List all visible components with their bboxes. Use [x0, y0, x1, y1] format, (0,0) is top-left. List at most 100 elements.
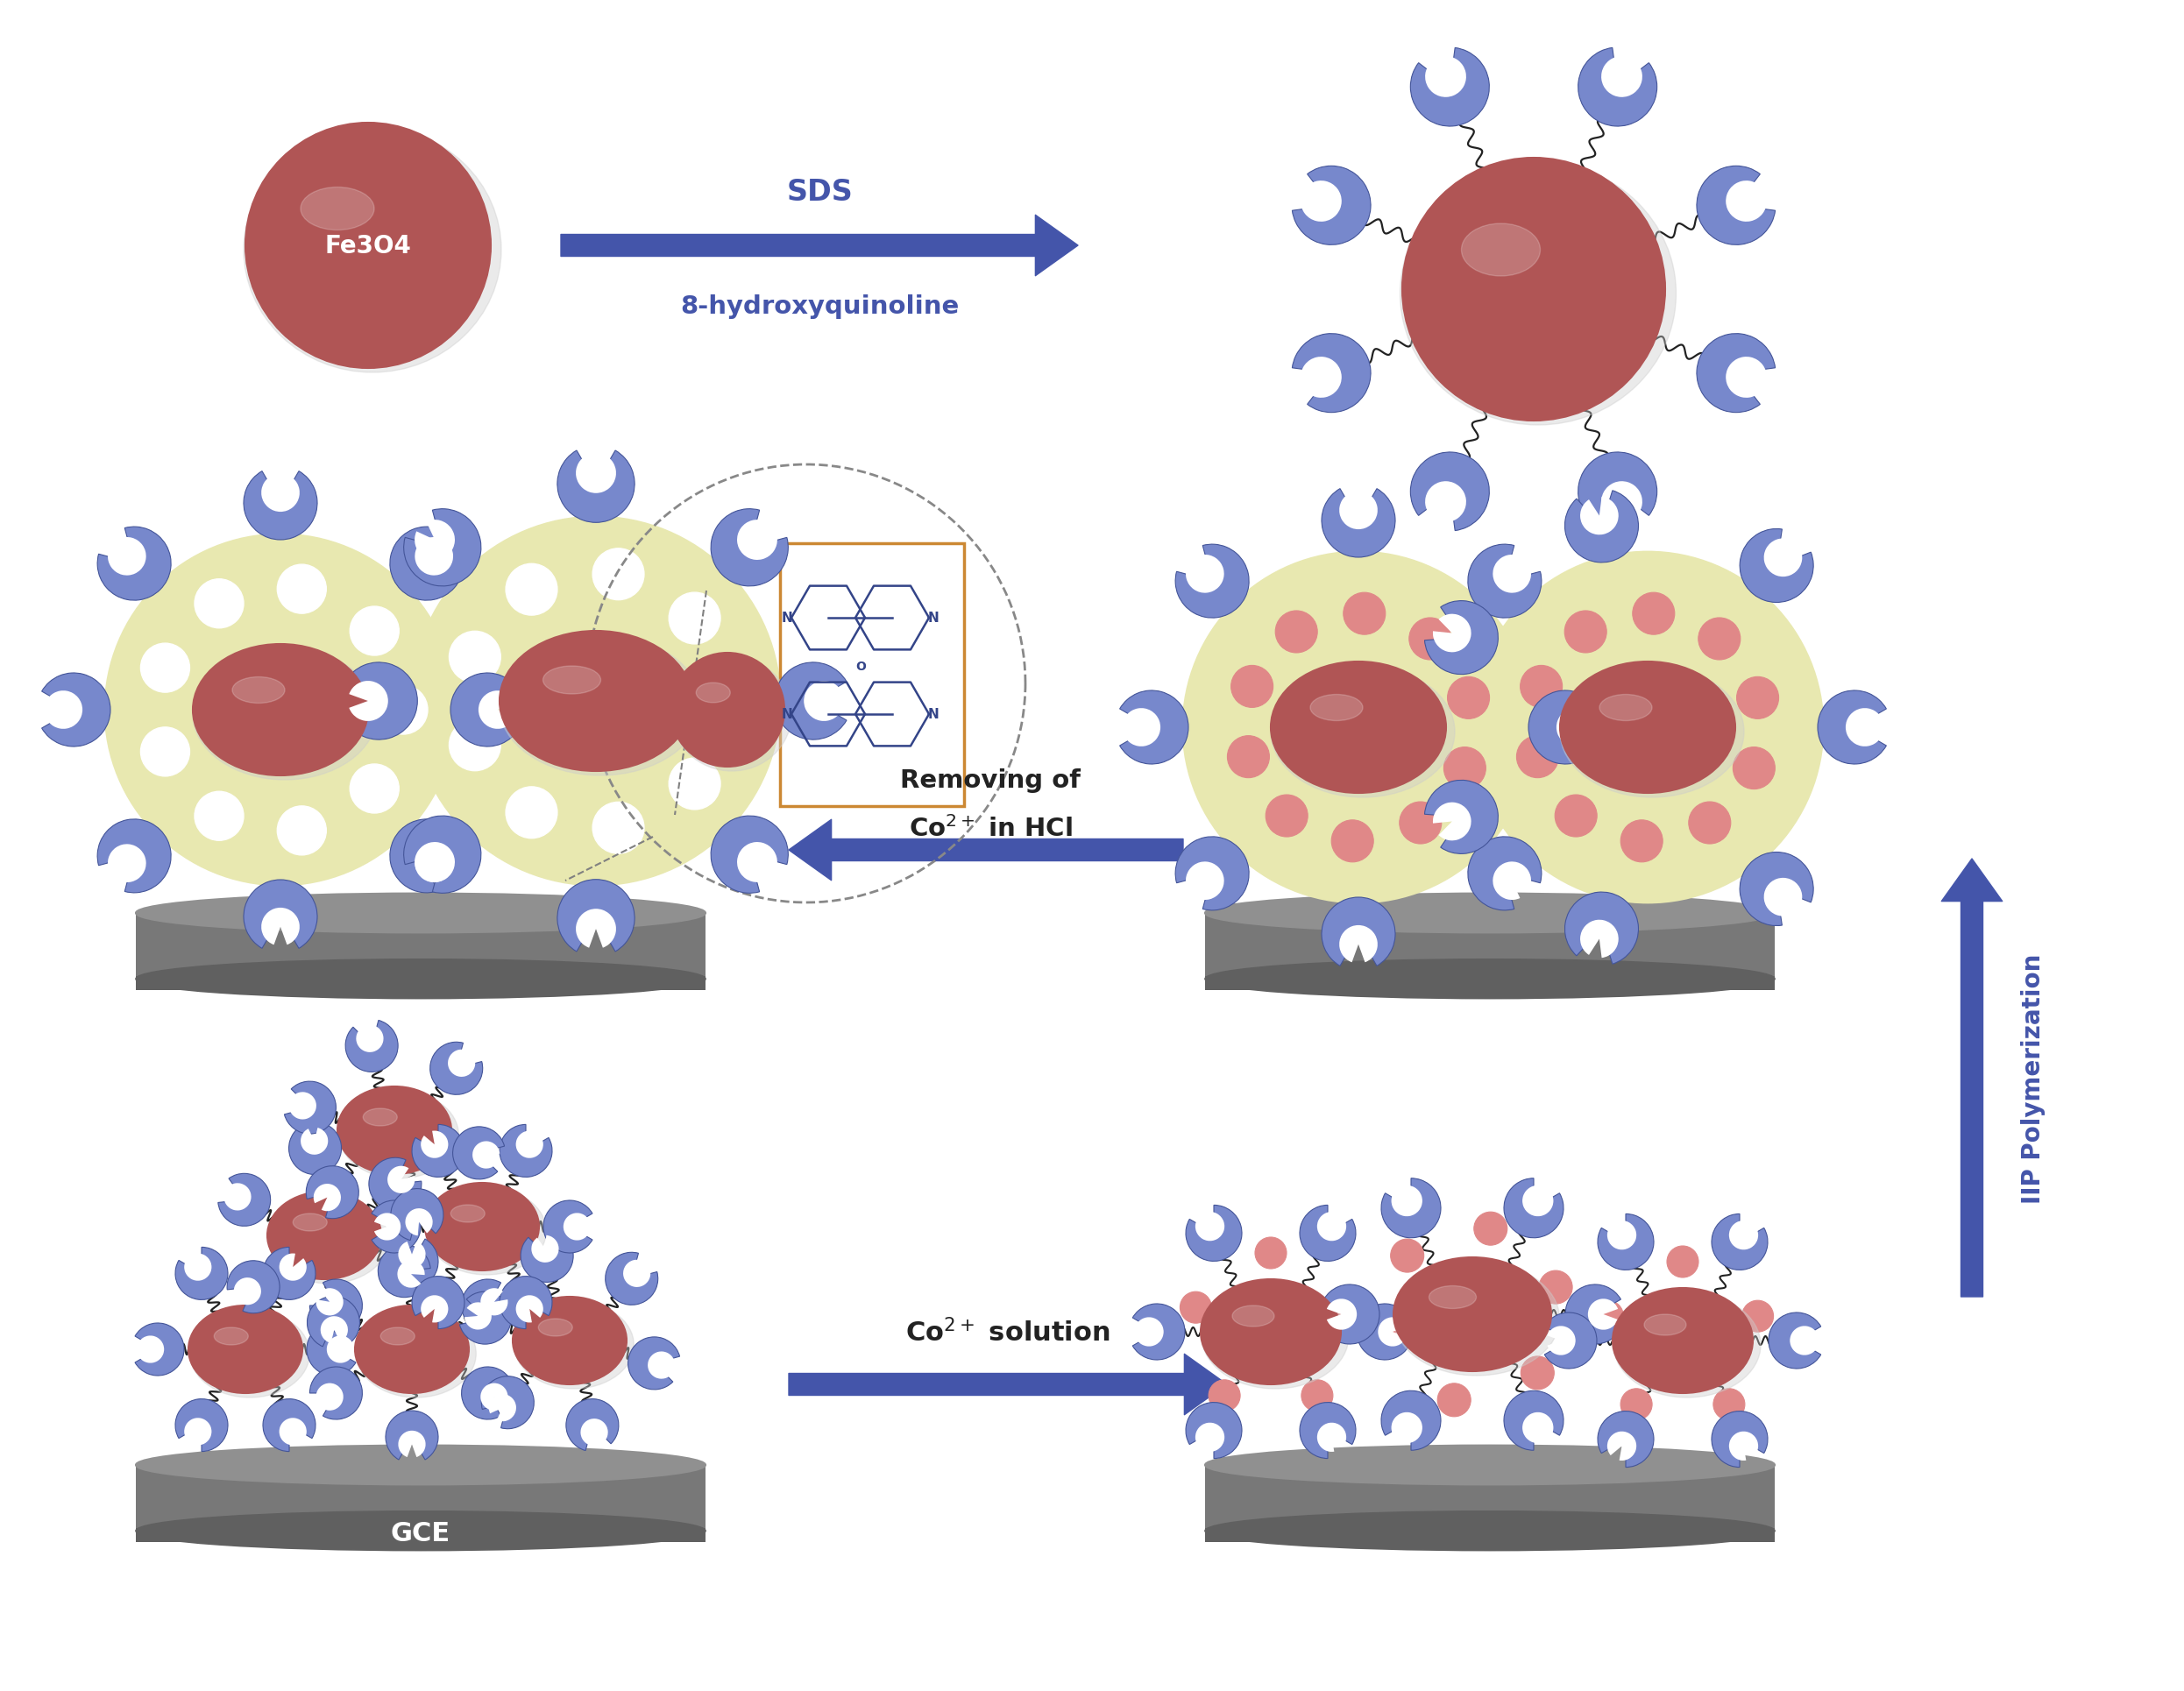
Circle shape: [1400, 802, 1441, 844]
Ellipse shape: [1271, 666, 1455, 798]
Circle shape: [1520, 666, 1562, 709]
Ellipse shape: [1461, 225, 1540, 277]
Wedge shape: [1765, 539, 1802, 577]
Wedge shape: [461, 1280, 513, 1333]
Ellipse shape: [301, 188, 373, 230]
Wedge shape: [1299, 1402, 1356, 1459]
Wedge shape: [1321, 898, 1396, 966]
Wedge shape: [1544, 1312, 1597, 1368]
Wedge shape: [1411, 453, 1489, 531]
Wedge shape: [345, 663, 417, 741]
Wedge shape: [480, 1289, 509, 1316]
Circle shape: [450, 632, 500, 683]
Circle shape: [1343, 594, 1385, 636]
Wedge shape: [345, 1021, 397, 1072]
Wedge shape: [1712, 1412, 1767, 1468]
Ellipse shape: [293, 1214, 328, 1231]
Circle shape: [1712, 1388, 1745, 1420]
Wedge shape: [1411, 49, 1489, 127]
Wedge shape: [378, 1245, 430, 1297]
Wedge shape: [736, 521, 778, 560]
Bar: [135, 913, 705, 991]
Wedge shape: [1175, 545, 1249, 619]
Wedge shape: [280, 1419, 306, 1446]
Wedge shape: [98, 528, 170, 600]
Wedge shape: [577, 910, 616, 949]
Wedge shape: [1186, 1402, 1243, 1459]
Circle shape: [1621, 1388, 1651, 1420]
Wedge shape: [430, 1042, 483, 1094]
Wedge shape: [369, 1158, 422, 1211]
Circle shape: [1179, 1292, 1212, 1324]
Wedge shape: [515, 1131, 544, 1158]
Ellipse shape: [192, 649, 378, 780]
Wedge shape: [413, 1277, 465, 1329]
Wedge shape: [1601, 482, 1642, 523]
Circle shape: [592, 803, 644, 854]
Ellipse shape: [500, 636, 701, 776]
Ellipse shape: [1428, 1285, 1476, 1309]
Ellipse shape: [1559, 666, 1745, 798]
Ellipse shape: [1232, 1305, 1273, 1327]
Wedge shape: [1186, 1206, 1243, 1261]
Wedge shape: [328, 1336, 354, 1363]
Ellipse shape: [1206, 1512, 1776, 1551]
Wedge shape: [557, 879, 636, 952]
Ellipse shape: [450, 1206, 485, 1223]
Ellipse shape: [336, 1087, 452, 1174]
Wedge shape: [566, 1398, 618, 1451]
Wedge shape: [107, 538, 146, 577]
Text: O: O: [856, 659, 865, 673]
Ellipse shape: [1393, 1261, 1559, 1376]
Wedge shape: [1607, 1432, 1636, 1461]
Wedge shape: [415, 521, 454, 560]
Wedge shape: [1433, 803, 1472, 840]
Wedge shape: [1424, 602, 1498, 675]
Wedge shape: [415, 844, 452, 883]
Wedge shape: [218, 1174, 271, 1226]
Wedge shape: [98, 820, 170, 893]
Circle shape: [1391, 1240, 1424, 1273]
Circle shape: [1520, 1356, 1555, 1390]
Wedge shape: [1765, 878, 1802, 917]
Wedge shape: [234, 1278, 262, 1305]
Wedge shape: [736, 842, 778, 883]
Wedge shape: [1391, 1412, 1422, 1444]
Circle shape: [277, 565, 325, 614]
Circle shape: [507, 788, 557, 839]
Wedge shape: [41, 673, 111, 747]
Wedge shape: [1845, 709, 1883, 747]
Ellipse shape: [426, 1184, 539, 1270]
Bar: [1206, 913, 1776, 991]
Wedge shape: [1725, 181, 1767, 222]
Wedge shape: [478, 692, 515, 729]
Circle shape: [1634, 594, 1675, 636]
Circle shape: [668, 594, 721, 644]
Ellipse shape: [1559, 663, 1736, 793]
Wedge shape: [306, 1167, 358, 1219]
Wedge shape: [415, 538, 452, 577]
Ellipse shape: [1201, 1283, 1350, 1388]
Ellipse shape: [135, 959, 705, 999]
Wedge shape: [531, 1236, 559, 1263]
Wedge shape: [1741, 529, 1813, 604]
Circle shape: [413, 517, 780, 886]
Wedge shape: [1494, 555, 1531, 594]
Ellipse shape: [190, 1311, 310, 1398]
Wedge shape: [387, 1410, 439, 1459]
Ellipse shape: [1645, 1314, 1686, 1336]
Wedge shape: [450, 673, 520, 747]
Wedge shape: [1730, 1221, 1758, 1250]
Circle shape: [699, 676, 751, 727]
Ellipse shape: [135, 1446, 705, 1485]
Circle shape: [1621, 820, 1662, 862]
Circle shape: [1448, 676, 1489, 719]
Wedge shape: [262, 1398, 314, 1451]
Circle shape: [1232, 666, 1273, 709]
Ellipse shape: [544, 666, 601, 695]
Circle shape: [194, 580, 245, 629]
Wedge shape: [1581, 920, 1618, 959]
Ellipse shape: [1206, 959, 1776, 999]
Wedge shape: [1529, 692, 1597, 764]
Wedge shape: [1697, 335, 1776, 413]
